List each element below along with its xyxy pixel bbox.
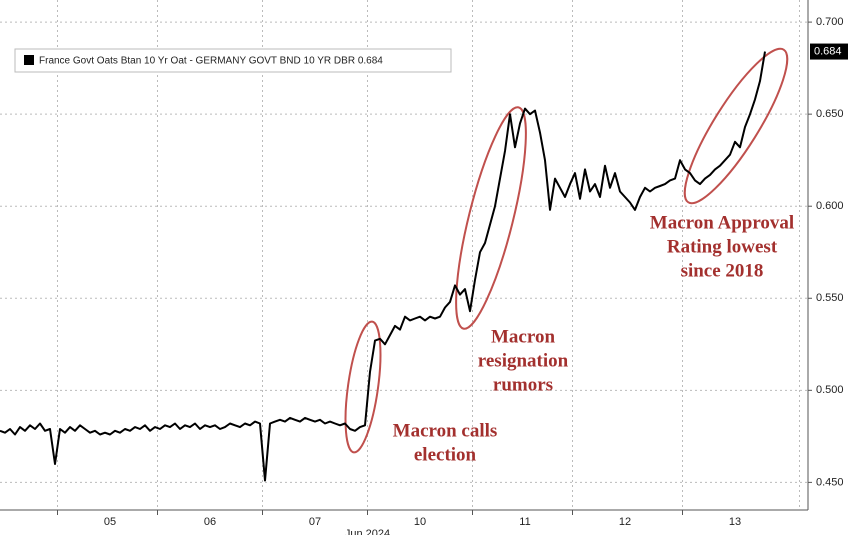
- annotation: since 2018: [681, 260, 764, 281]
- annotation: Macron: [491, 326, 555, 347]
- y-tick-label: 0.600: [816, 200, 844, 212]
- annotation: Rating lowest: [667, 236, 778, 257]
- x-tick-label: 13: [729, 516, 741, 528]
- annotation: resignation: [478, 350, 569, 371]
- y-tick-label: 0.550: [816, 292, 844, 304]
- legend-swatch: [24, 55, 34, 65]
- x-tick-label: 12: [619, 516, 631, 528]
- grid: [0, 0, 808, 510]
- y-tick-label: 0.700: [816, 16, 844, 28]
- highlight-ellipse: [344, 320, 382, 454]
- highlight-ellipse: [683, 47, 789, 205]
- highlight-ellipse: [455, 106, 527, 330]
- x-tick-label: 07: [309, 516, 321, 528]
- series-line: [0, 51, 766, 482]
- y-tick-label: 0.650: [816, 108, 844, 120]
- x-tick-label: 11: [519, 516, 530, 528]
- x-tick-label: 10: [414, 516, 426, 528]
- legend-label: France Govt Oats Btan 10 Yr Oat - GERMAN…: [39, 56, 383, 67]
- x-axis-sublabel: Jun 2024: [345, 528, 390, 535]
- annotation: rumors: [493, 374, 553, 395]
- last-value-label: 0.684: [814, 45, 842, 57]
- y-tick-label: 0.450: [816, 476, 844, 488]
- annotation: Macron calls: [393, 420, 498, 441]
- x-tick-label: 06: [204, 516, 216, 528]
- last-value-badge: [810, 43, 848, 60]
- legend: [14, 48, 452, 73]
- x-tick-label: 05: [104, 516, 116, 528]
- y-tick-label: 0.500: [816, 384, 844, 396]
- annotation: Macron Approval: [650, 212, 794, 233]
- annotation: election: [414, 444, 477, 465]
